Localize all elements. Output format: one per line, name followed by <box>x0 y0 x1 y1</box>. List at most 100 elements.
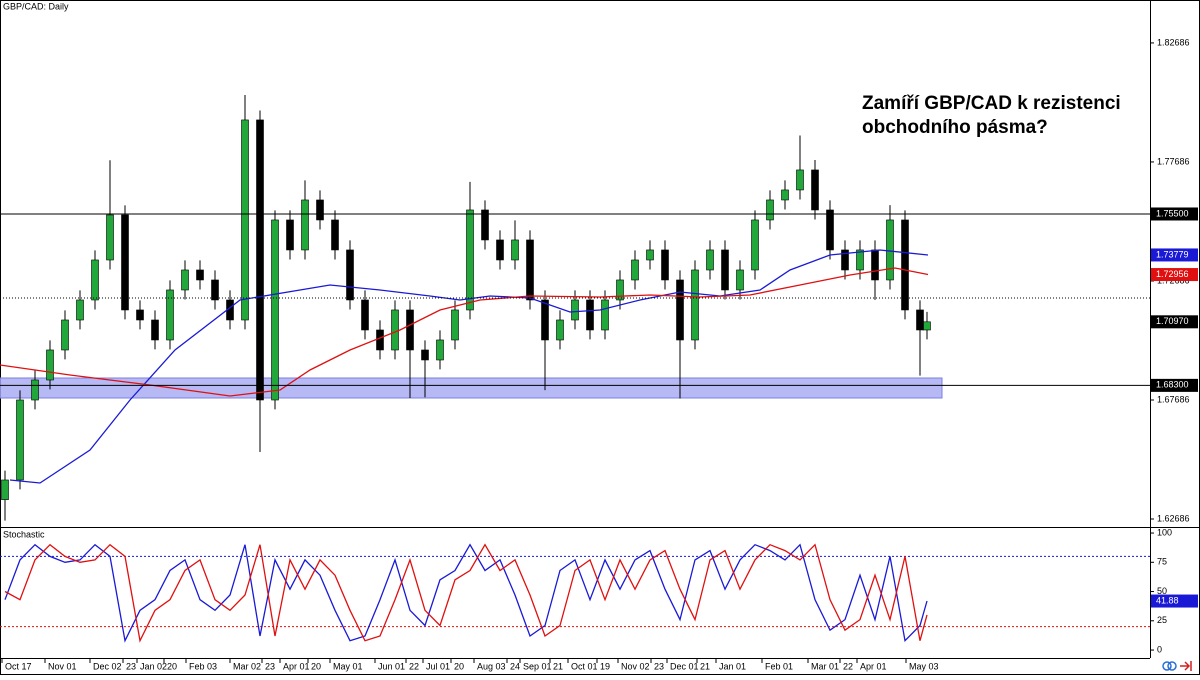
candle-body <box>826 209 834 251</box>
x-tick-label: May 03 <box>909 661 939 671</box>
x-tick-label: Oct 01 <box>571 661 598 671</box>
x-tick-label: 23 <box>654 661 664 671</box>
candle-body <box>706 249 714 271</box>
candle-body <box>31 379 39 401</box>
candle-body <box>256 119 264 401</box>
oscillator-line <box>4 543 928 643</box>
price-badge <box>1151 248 1198 262</box>
annotation: Zamíří GBP/CAD k rezistenci <box>862 93 1121 114</box>
candle-body <box>316 199 324 221</box>
x-tick-label: Mar 02 <box>233 661 261 671</box>
candle-body <box>196 269 204 281</box>
y-tick-label: 100 <box>1157 527 1172 537</box>
candle-body <box>136 309 144 321</box>
candle-body <box>601 299 609 331</box>
candle-body <box>1 479 9 500</box>
candle-body <box>436 339 444 361</box>
candle-body <box>466 209 474 311</box>
x-tick-label: 23 <box>126 661 136 671</box>
y-tick-label: 1.82686 <box>1157 37 1190 47</box>
candle-body <box>421 349 429 361</box>
candle-body <box>106 214 114 261</box>
price-badge <box>1151 378 1198 392</box>
candle-body <box>241 119 249 321</box>
x-tick-label: Aug 03 <box>477 661 506 671</box>
candle-body <box>451 309 459 341</box>
candle-body <box>61 319 69 351</box>
candle-body <box>331 219 339 251</box>
price-badge-label: 41.88 <box>1156 595 1179 605</box>
candle-body <box>556 319 564 341</box>
y-tick-label: 50 <box>1157 586 1167 596</box>
candle-body <box>721 249 729 291</box>
candle-body <box>751 219 759 271</box>
x-tick-label: Dec 01 <box>670 661 699 671</box>
price-badge <box>1151 268 1198 282</box>
candle-body <box>886 219 894 281</box>
candle-body <box>391 309 399 351</box>
moving-average <box>0 267 929 397</box>
candle-body <box>406 309 414 351</box>
candle-body <box>481 209 489 241</box>
price-badge <box>1151 315 1198 329</box>
candle-body <box>631 259 639 281</box>
candle-body <box>121 214 129 311</box>
x-tick-label: Jan 01 <box>719 661 746 671</box>
x-tick-label: 20 <box>454 661 464 671</box>
candle-body <box>526 239 534 301</box>
price-badge-label: 1.68300 <box>1156 380 1189 390</box>
indicator-title-box <box>1 529 39 540</box>
candle-body <box>736 269 744 291</box>
candle-body <box>166 289 174 341</box>
candle-body <box>676 279 684 341</box>
candle-body <box>46 349 54 381</box>
candle-body <box>286 219 294 251</box>
price-badge-label: 1.73779 <box>1156 249 1189 259</box>
x-tick-label: Feb 01 <box>765 661 793 671</box>
x-tick-label: Jul 01 <box>426 661 450 671</box>
candle-body <box>571 299 579 321</box>
candle-body <box>16 399 24 481</box>
corner-icons <box>1162 661 1192 671</box>
y-tick-label: 1.77686 <box>1157 156 1190 166</box>
price-badge-label: 1.75500 <box>1156 208 1189 218</box>
candle-body <box>76 299 84 321</box>
price-badge <box>1151 594 1198 608</box>
x-tick-label: Jan 02 <box>140 661 167 671</box>
oscillator-line <box>4 543 928 643</box>
candle-body <box>691 269 699 341</box>
candle-body <box>811 169 819 211</box>
x-tick-label: 23 <box>265 661 275 671</box>
candle-body <box>766 199 774 221</box>
moving-average <box>9 249 929 484</box>
y-tick-label: 0 <box>1157 644 1162 654</box>
candle-body <box>586 299 594 331</box>
x-tick-label: 20 <box>167 661 177 671</box>
annotation: obchodního pásma? <box>862 117 1048 138</box>
candle-body <box>271 219 279 401</box>
x-tick-label: Nov 01 <box>48 661 77 671</box>
x-tick-label: May 01 <box>333 661 363 671</box>
candle-body <box>901 219 909 311</box>
y-tick-label: 1.62686 <box>1157 513 1190 523</box>
chart-title: GBP/CAD: Daily <box>3 1 69 11</box>
price-badge <box>1151 207 1198 221</box>
x-tick-label: 21 <box>553 661 563 671</box>
x-tick-label: Apr 01 <box>283 661 310 671</box>
support-zone <box>0 377 943 399</box>
candle-body <box>361 299 369 331</box>
candle-body <box>181 269 189 291</box>
candle-body <box>781 189 789 201</box>
x-tick-label: 19 <box>600 661 610 671</box>
x-tick-label: 20 <box>311 661 321 671</box>
candle-body <box>151 319 159 341</box>
x-tick-label: Sep 01 <box>523 661 552 671</box>
price-badge-label: 1.72956 <box>1156 269 1189 279</box>
plot-layer: Oct 17 Nov 01 Dec 02 23 Jan 02 20 Feb 03 Mar 02… <box>0 37 1198 671</box>
y-tick-label: 25 <box>1157 615 1167 625</box>
candle-body <box>301 199 309 251</box>
x-tick-label: Apr 01 <box>860 661 887 671</box>
x-tick-label: Mar 01 <box>811 661 839 671</box>
candle-body <box>646 249 654 261</box>
x-tick-label: 22 <box>409 661 419 671</box>
